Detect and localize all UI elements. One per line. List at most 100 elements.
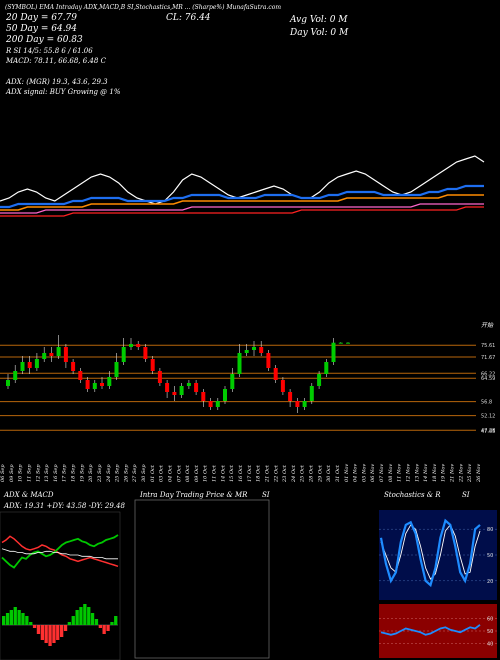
candle-body — [288, 392, 293, 401]
candle-body — [237, 353, 242, 374]
candle-body — [63, 347, 68, 362]
date-tick: 17 Oct — [247, 464, 253, 482]
candle — [338, 342, 343, 344]
date-tick: 09 Sep — [9, 464, 15, 482]
macd-bar — [67, 622, 71, 625]
date-tick: 05 Nov — [361, 464, 367, 482]
price-tick-5: 52.12 — [481, 414, 495, 420]
candle-body — [100, 383, 104, 386]
rsi-readout: R SI 14/5: 55.8 6 / 61.06 — [6, 47, 93, 55]
candle-body — [150, 359, 155, 371]
date-tick: 29 Oct — [317, 464, 323, 483]
day-volume: Day Vol: 0 M — [290, 28, 349, 38]
candlesticks — [6, 335, 350, 413]
candle — [114, 353, 119, 380]
date-tick: 21 Oct — [264, 464, 270, 483]
candle — [6, 374, 10, 389]
candle-body — [114, 362, 119, 377]
candle-body — [71, 362, 76, 371]
candle — [288, 389, 293, 407]
candle — [85, 377, 90, 392]
date-tick: 21 Nov — [450, 464, 456, 483]
price-axis-label: 开始 — [481, 321, 494, 329]
candle-body — [252, 347, 256, 350]
date-tick: 14 Oct — [220, 464, 226, 482]
candle — [100, 377, 104, 389]
date-tick: 18 Oct — [256, 464, 262, 482]
date-tick: 01 Oct — [150, 464, 156, 482]
candle — [129, 338, 133, 350]
candle-body — [121, 347, 126, 362]
date-tick: 06 Sep — [0, 464, 6, 482]
date-tick: 25 Oct — [300, 464, 306, 483]
candle-body — [165, 383, 170, 392]
macd-histogram — [2, 604, 118, 646]
candle-body — [346, 342, 350, 344]
candle-body — [42, 353, 47, 359]
macd-bar — [36, 625, 41, 634]
date-tick: 12 Sep — [35, 464, 41, 482]
candle-body — [136, 344, 141, 347]
candle — [172, 386, 177, 401]
candle-body — [244, 350, 249, 353]
date-tick: 18 Nov — [432, 464, 438, 482]
candle — [56, 335, 61, 359]
macd-bar — [44, 625, 48, 643]
date-tick: 04 Oct — [168, 464, 174, 482]
stoch-lines: 80 50 20 — [379, 518, 497, 588]
candle-body — [78, 371, 83, 380]
intraday-title: Intra Day Trading Price & MR — [140, 491, 248, 499]
date-tick: 27 Sep — [132, 464, 138, 483]
stoch-title-si: SI — [462, 491, 470, 499]
candle-body — [208, 401, 213, 407]
candle — [49, 347, 54, 362]
candle-body — [157, 371, 162, 383]
date-tick: 30 Sep — [141, 464, 147, 482]
candle-body — [317, 374, 322, 386]
intraday-title-si: SI — [262, 491, 270, 499]
rsi-line: 60 50 40 — [379, 617, 497, 648]
candle-body — [129, 344, 133, 347]
candle — [63, 344, 68, 368]
date-tick: 24 Sep — [106, 464, 112, 483]
adx-signal: ADX signal: BUY Growing @ 1% — [6, 88, 121, 96]
price-tick-7: 47.05 — [481, 429, 495, 435]
date-tick: 22 Nov — [458, 464, 464, 483]
date-tick: 18 Sep — [71, 464, 77, 482]
rsi-tick-40: 40 — [487, 642, 493, 648]
date-tick: 12 Nov — [406, 464, 412, 482]
ema-lines — [0, 155, 485, 217]
candle-body — [20, 362, 25, 371]
macd-bar — [48, 625, 52, 646]
candle — [309, 383, 314, 404]
adx-values-readout: ADX: 19.31 +DY: 43.58 -DY: 29.48 — [4, 502, 125, 510]
ema200-readout: 200 Day = 60.83 — [6, 35, 83, 45]
date-tick: 16 Sep — [53, 464, 59, 482]
date-tick: 01 Nov — [344, 464, 350, 482]
ema50-readout: 50 Day = 64.94 — [6, 24, 78, 34]
macd-bar — [94, 619, 99, 625]
macd-bar — [32, 625, 37, 628]
candle-body — [143, 347, 148, 359]
macd-bar — [25, 616, 29, 625]
macd-bar — [79, 607, 83, 625]
price-tick-2: 66.22 — [481, 371, 495, 377]
rsi-tick-50: 50 — [487, 629, 493, 635]
candle — [34, 353, 39, 371]
date-axis-ticks: 06 Sep 09 Sep 10 Sep 11 Sep 12 Sep 13 Sep 16 S… — [0, 464, 482, 483]
candle — [157, 368, 162, 386]
candle — [107, 371, 112, 389]
rsi-panel-bg — [379, 604, 497, 658]
macd-bar — [110, 622, 114, 625]
ema-line-white — [0, 155, 485, 205]
candle-body — [259, 347, 264, 353]
candle — [244, 344, 249, 356]
date-tick: 08 Oct — [185, 464, 191, 482]
macd-bar — [13, 607, 17, 625]
date-tick: 09 Oct — [194, 464, 200, 482]
date-tick: 23 Oct — [282, 464, 288, 483]
ema-line-red — [0, 206, 484, 217]
